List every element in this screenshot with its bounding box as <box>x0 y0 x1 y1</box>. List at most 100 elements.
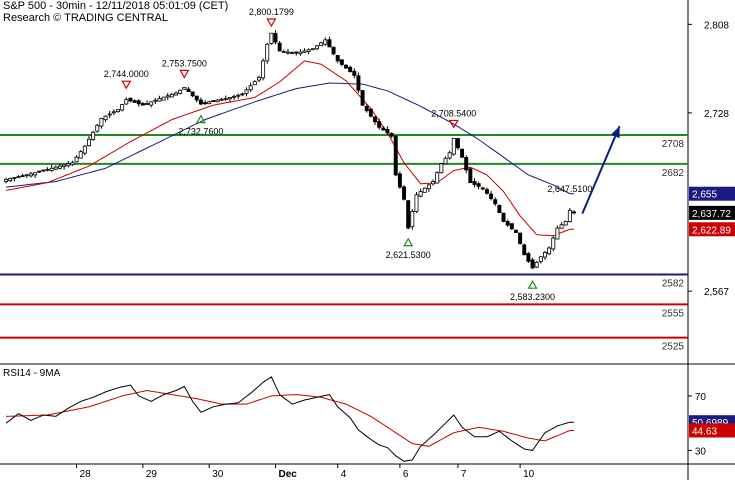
candle-body <box>165 95 170 98</box>
annotation-label: 2,753.7500 <box>162 58 207 68</box>
candle-body <box>559 224 564 229</box>
candle-body <box>373 116 377 123</box>
annotation-label: 2,800.1799 <box>249 7 294 17</box>
level-label-2708: 2708 <box>662 139 685 150</box>
candle-body <box>547 247 552 255</box>
candle-body <box>406 200 411 229</box>
candle-body <box>182 87 187 90</box>
candle-body <box>232 95 237 98</box>
candle-body <box>211 100 216 102</box>
price-badge-label: 2,655 <box>692 190 717 201</box>
candle-body <box>410 211 415 228</box>
projection-arrow-head <box>610 126 620 139</box>
candle-body <box>236 94 241 97</box>
candle-body <box>451 137 456 155</box>
chart-source: Research © TRADING CENTRAL <box>3 12 168 24</box>
candle-body <box>120 104 125 111</box>
price-tick-label: 2,808 <box>704 20 729 31</box>
candle-body <box>256 77 261 81</box>
candle-body <box>169 93 174 98</box>
candle-body <box>215 99 220 103</box>
candle-body <box>82 145 87 154</box>
rsi-title: RSI14 - 9MA <box>3 368 61 379</box>
annotation-label: 2,708.5400 <box>431 108 476 118</box>
rsi-line <box>5 376 574 462</box>
level-label-2582: 2582 <box>662 279 685 290</box>
candle-body <box>567 209 572 222</box>
candle-body <box>107 113 112 116</box>
candle-body <box>294 51 299 54</box>
candle-body <box>310 48 315 51</box>
high-marker <box>448 119 459 129</box>
candle-body <box>128 97 133 102</box>
candle-body <box>335 55 340 62</box>
candle-body <box>377 120 382 128</box>
candle-body <box>302 50 307 53</box>
rsi-badge-label: 44.63 <box>692 426 717 437</box>
candle-body <box>157 98 162 102</box>
candle-body <box>290 52 295 54</box>
time-tick-label: 7 <box>461 469 467 480</box>
candle-body <box>145 103 149 105</box>
candle-body <box>223 98 228 100</box>
candle-body <box>248 85 253 91</box>
candle-body <box>244 89 249 94</box>
candle-body <box>339 59 344 65</box>
candle-body <box>227 97 232 100</box>
projection-arrow-line <box>581 125 621 215</box>
candle-body <box>198 99 203 105</box>
candle-body <box>455 138 460 149</box>
candle-body <box>111 111 116 114</box>
candle-body <box>91 131 96 140</box>
candle-body <box>136 100 141 105</box>
candle-body <box>87 138 91 147</box>
rsi-badge-ma <box>689 423 735 438</box>
candle-body <box>435 172 440 184</box>
candle-body <box>190 91 195 97</box>
candle-body <box>426 184 431 190</box>
candle-body <box>530 259 535 269</box>
candle-body <box>53 166 58 170</box>
candle-body <box>439 163 444 174</box>
candle-body <box>45 168 50 171</box>
candle-body <box>509 223 514 230</box>
high-marker <box>266 18 277 28</box>
price-badge-label: 2,637.72 <box>692 209 731 220</box>
time-tick-label: 6 <box>403 469 409 480</box>
candle-body <box>186 88 191 93</box>
candle-body <box>281 51 286 53</box>
candle-body <box>273 32 278 43</box>
ma-slow-line <box>6 82 574 195</box>
candle-body <box>360 90 365 106</box>
annotation-label: 2,732.7600 <box>178 127 223 137</box>
candle-body <box>543 252 547 258</box>
candle-body <box>368 108 373 117</box>
time-tick-label: 28 <box>80 469 92 480</box>
time-tick-label: 29 <box>146 469 158 480</box>
candle-body <box>364 105 369 112</box>
level-label-2682: 2682 <box>662 168 685 179</box>
candle-body <box>37 170 42 173</box>
candle-body <box>153 99 158 102</box>
candle-body <box>501 212 506 222</box>
candle-body <box>161 96 166 101</box>
candle-body <box>203 102 208 105</box>
annotation-label: 2,621.5300 <box>386 250 431 260</box>
candle-body <box>460 148 465 158</box>
candle-body <box>464 157 469 171</box>
time-tick-label: 10 <box>523 469 535 480</box>
candle-body <box>315 45 319 50</box>
candle-body <box>468 168 473 184</box>
candle-body <box>124 99 129 105</box>
candle-body <box>62 164 67 167</box>
candle-body <box>418 191 423 197</box>
candle-body <box>12 177 17 179</box>
price-tick-label: 2,567 <box>704 287 729 298</box>
high-marker <box>179 69 190 79</box>
candle-body <box>132 100 137 103</box>
candle-body <box>331 46 336 55</box>
candle-body <box>306 49 311 52</box>
candle-body <box>41 169 46 172</box>
candle-body <box>526 253 531 262</box>
high-marker <box>121 80 132 90</box>
